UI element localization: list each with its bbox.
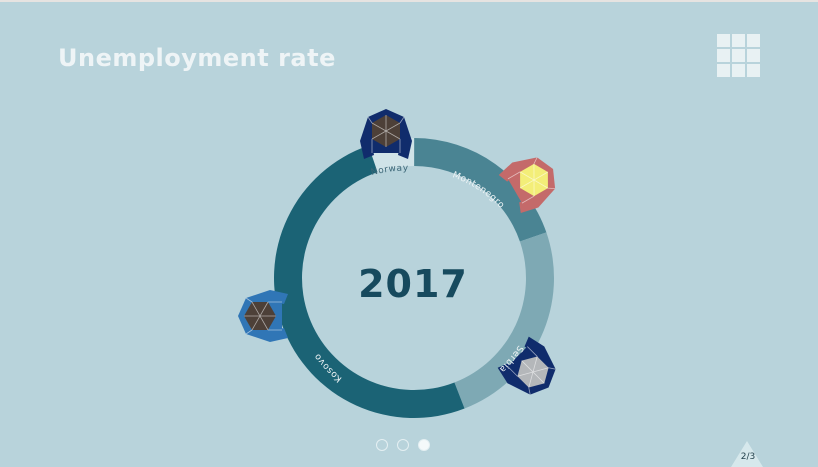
slide-pagination: [376, 439, 430, 451]
slide-dot-2[interactable]: [397, 439, 409, 451]
slide-dot-3[interactable]: [418, 439, 430, 451]
segment-kosovo[interactable]: [274, 145, 465, 419]
segment-montenegro[interactable]: [414, 138, 547, 242]
pager-triangle-icon: [731, 441, 763, 467]
year-label: 2017: [358, 262, 468, 306]
grid-menu-icon[interactable]: [717, 34, 761, 77]
top-border: [0, 0, 818, 2]
person-figure-kosovo: [238, 290, 288, 342]
person-figure-norway: [360, 109, 412, 159]
page-indicator: 2/3: [740, 452, 756, 462]
page-title: Unemployment rate: [58, 44, 336, 72]
person-figure-serbia: [497, 336, 556, 395]
slide-dot-1[interactable]: [376, 439, 388, 451]
segment-serbia[interactable]: [454, 232, 555, 409]
person-figure-montenegro: [498, 157, 556, 214]
